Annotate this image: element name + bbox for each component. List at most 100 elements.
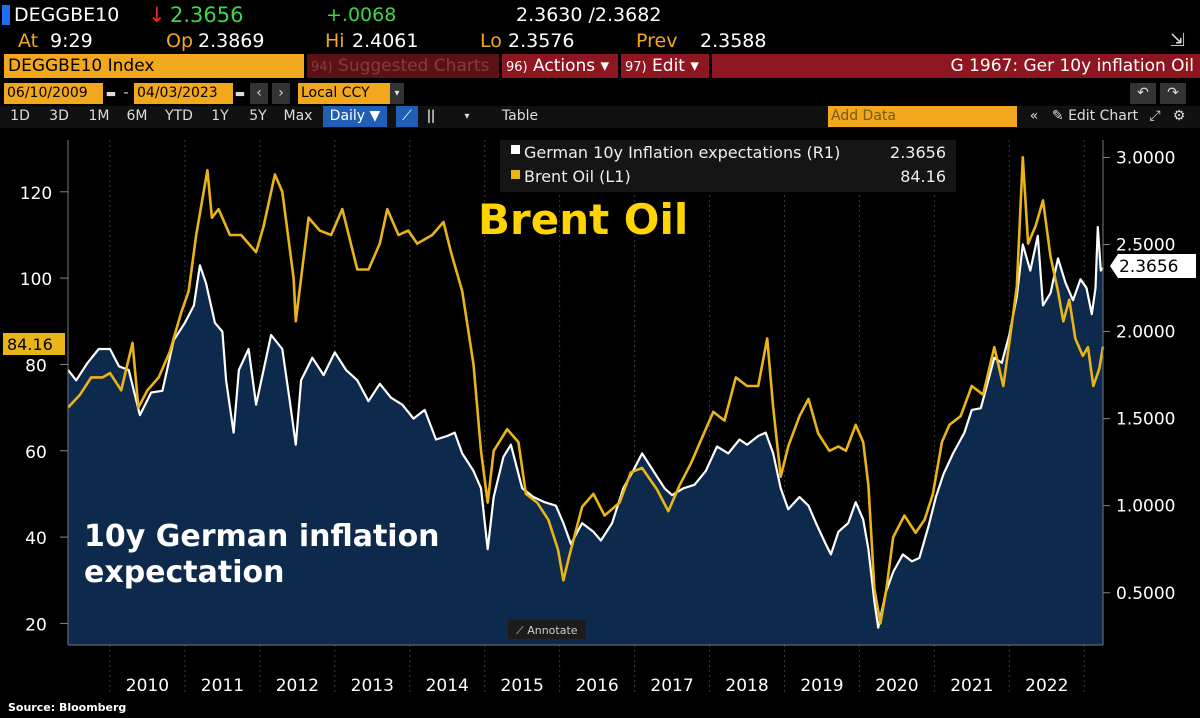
edit-chart-button[interactable]: ✎ Edit Chart	[1051, 108, 1139, 124]
currency-select[interactable]: Local CCY	[298, 83, 391, 104]
range-dash: -	[123, 85, 129, 101]
chart-title-bar: G 1967: Ger 10y inflation Oil	[712, 54, 1200, 78]
x-tick-label: 2016	[575, 676, 618, 696]
chart-title: G 1967: Ger 10y inflation Oil	[950, 56, 1194, 76]
last-price: 2.3656	[170, 3, 244, 27]
left-tick-label: 80	[25, 356, 47, 376]
at-value: 9:29	[50, 30, 93, 52]
end-date-field[interactable]: 04/03/2023	[134, 83, 233, 104]
actions-num: 96)	[506, 60, 528, 75]
suggested-num: 94)	[311, 60, 333, 75]
security-field-text: DEGGBE10 Index	[8, 56, 155, 76]
prev-range-button[interactable]: ‹	[250, 83, 268, 104]
oil-last-tag	[3, 333, 65, 355]
start-date-field[interactable]: 06/10/2009	[4, 83, 103, 104]
legend-label-inflation: German 10y Inflation expectations (R1)	[524, 143, 840, 162]
line-chart-icon[interactable]: ⟋	[396, 106, 418, 127]
x-tick-label: 2015	[501, 676, 544, 696]
period-1d[interactable]: 1D	[10, 108, 30, 124]
prev-label: Prev	[636, 30, 678, 52]
high-label: Hi	[325, 30, 345, 52]
open-label: Op	[166, 30, 194, 52]
legend-swatch-inflation	[511, 145, 520, 154]
actions-menu[interactable]: 96) Actions ▾	[502, 54, 618, 78]
x-tick-label: 2018	[725, 676, 768, 696]
next-range-button[interactable]: ›	[272, 83, 290, 104]
period-max[interactable]: Max	[283, 108, 313, 124]
inflation-last-value: 2.3656	[1119, 257, 1178, 277]
annotate-label: ⟋ Annotate	[516, 624, 578, 637]
right-tick-label: 2.0000	[1116, 323, 1175, 343]
settings-gear-icon[interactable]: ⚙	[1172, 108, 1186, 124]
legend-swatch-oil	[511, 170, 520, 179]
low-label: Lo	[480, 30, 502, 52]
edit-label: Edit ▾	[652, 56, 699, 76]
x-tick-label: 2022	[1025, 676, 1068, 696]
x-axis: 2010 2011 2012 2013 2014 2015 2016 2017 2018 2019…	[68, 644, 1103, 696]
chart-zoom-icon[interactable]: ⤢	[1149, 108, 1161, 124]
ticker-marker	[2, 5, 10, 25]
calendar-start-icon[interactable]: ▬	[105, 87, 117, 100]
right-tick-label: 1.0000	[1116, 497, 1175, 517]
legend-value-inflation: 2.3656	[890, 143, 946, 162]
period-5y[interactable]: 5Y	[249, 108, 267, 124]
edit-chart-label: Edit Chart	[1068, 108, 1139, 124]
x-tick-label: 2013	[351, 676, 394, 696]
left-tick-label: 120	[20, 184, 52, 204]
open-value: 2.3869	[198, 30, 265, 52]
inflation-annotation-line2: expectation	[84, 555, 284, 590]
right-tick-label: 0.5000	[1116, 584, 1175, 604]
currency-dropdown-icon[interactable]: ▾	[390, 83, 404, 104]
popout-icon[interactable]: ⇲	[1170, 30, 1186, 51]
bid-ask: 2.3630 /2.3682	[516, 4, 662, 26]
annotate-button[interactable]	[508, 620, 586, 639]
x-tick-label: 2014	[426, 676, 469, 696]
date-range-bar: 06/10/2009 ▬ - 04/03/2023 ▬ ‹ › Local CC…	[0, 83, 1200, 105]
low-value: 2.3576	[508, 30, 575, 52]
function-bar: DEGGBE10 Index 94) Suggested Charts 96) …	[0, 54, 1200, 78]
bar-chart-icon[interactable]: ǀǀ	[426, 108, 436, 124]
table-button[interactable]: Table	[501, 108, 539, 124]
calendar-end-icon[interactable]: ▬	[234, 87, 246, 100]
x-tick-label: 2017	[650, 676, 693, 696]
x-tick-label: 2012	[276, 676, 319, 696]
right-tick-label: 3.0000	[1116, 148, 1175, 168]
oil-annotation: Brent Oil	[478, 195, 688, 244]
undo-icon[interactable]: ↶	[1130, 83, 1156, 104]
down-arrow-icon: ↓	[148, 3, 166, 27]
x-tick-label: 2010	[126, 676, 169, 696]
edit-menu[interactable]: 97) Edit ▾	[621, 54, 709, 78]
x-tick-label: 2020	[875, 676, 918, 696]
frequency-select[interactable]: Daily ▼	[323, 106, 387, 127]
period-ytd[interactable]: YTD	[165, 108, 193, 124]
actions-label: Actions ▾	[533, 56, 610, 76]
period-6m[interactable]: 6M	[126, 108, 148, 124]
x-tick-label: 2021	[950, 676, 993, 696]
suggested-charts-button[interactable]: 94) Suggested Charts	[307, 54, 499, 78]
right-tick-label: 1.5000	[1116, 410, 1175, 430]
suggested-label: Suggested Charts	[338, 56, 490, 76]
quote-line-stats: At 9:29 Op 2.3869 Hi 2.4061 Lo 2.3576 Pr…	[0, 30, 1200, 54]
collapse-icon[interactable]: «	[1029, 108, 1039, 124]
left-tick-label: 100	[20, 270, 52, 290]
x-tick-label: 2011	[201, 676, 244, 696]
period-3d[interactable]: 3D	[49, 108, 69, 124]
security-field[interactable]: DEGGBE10 Index	[4, 54, 304, 78]
period-1m[interactable]: 1M	[88, 108, 110, 124]
net-change: +.0068	[326, 4, 397, 26]
inflation-area	[68, 227, 1103, 645]
add-data-input[interactable]: Add Data	[828, 106, 1017, 127]
x-tick-label: 2019	[800, 676, 843, 696]
redo-icon[interactable]: ↷	[1160, 83, 1186, 104]
oil-last-value: 84.16	[7, 335, 53, 354]
legend-box	[500, 140, 956, 192]
legend-label-oil: Brent Oil (L1)	[524, 167, 631, 186]
legend-value-oil: 84.16	[900, 167, 946, 186]
period-1y[interactable]: 1Y	[211, 108, 229, 124]
prev-value: 2.3588	[700, 30, 767, 52]
chart-plot: 20 40 60 80 100 120 0.5000 1.0000 1.5000 2.0000 2…	[0, 128, 1200, 718]
edit-num: 97)	[625, 60, 647, 75]
period-bar: 1D 3D 1M 6M YTD 1Y 5Y Max Daily ▼ ⟋ ǀǀ ▾…	[0, 106, 1200, 128]
chart-type-dropdown-icon[interactable]: ▾	[464, 111, 470, 122]
right-axis: 0.5000 1.0000 1.5000 2.0000 2.5000 3.0000	[1102, 140, 1175, 645]
